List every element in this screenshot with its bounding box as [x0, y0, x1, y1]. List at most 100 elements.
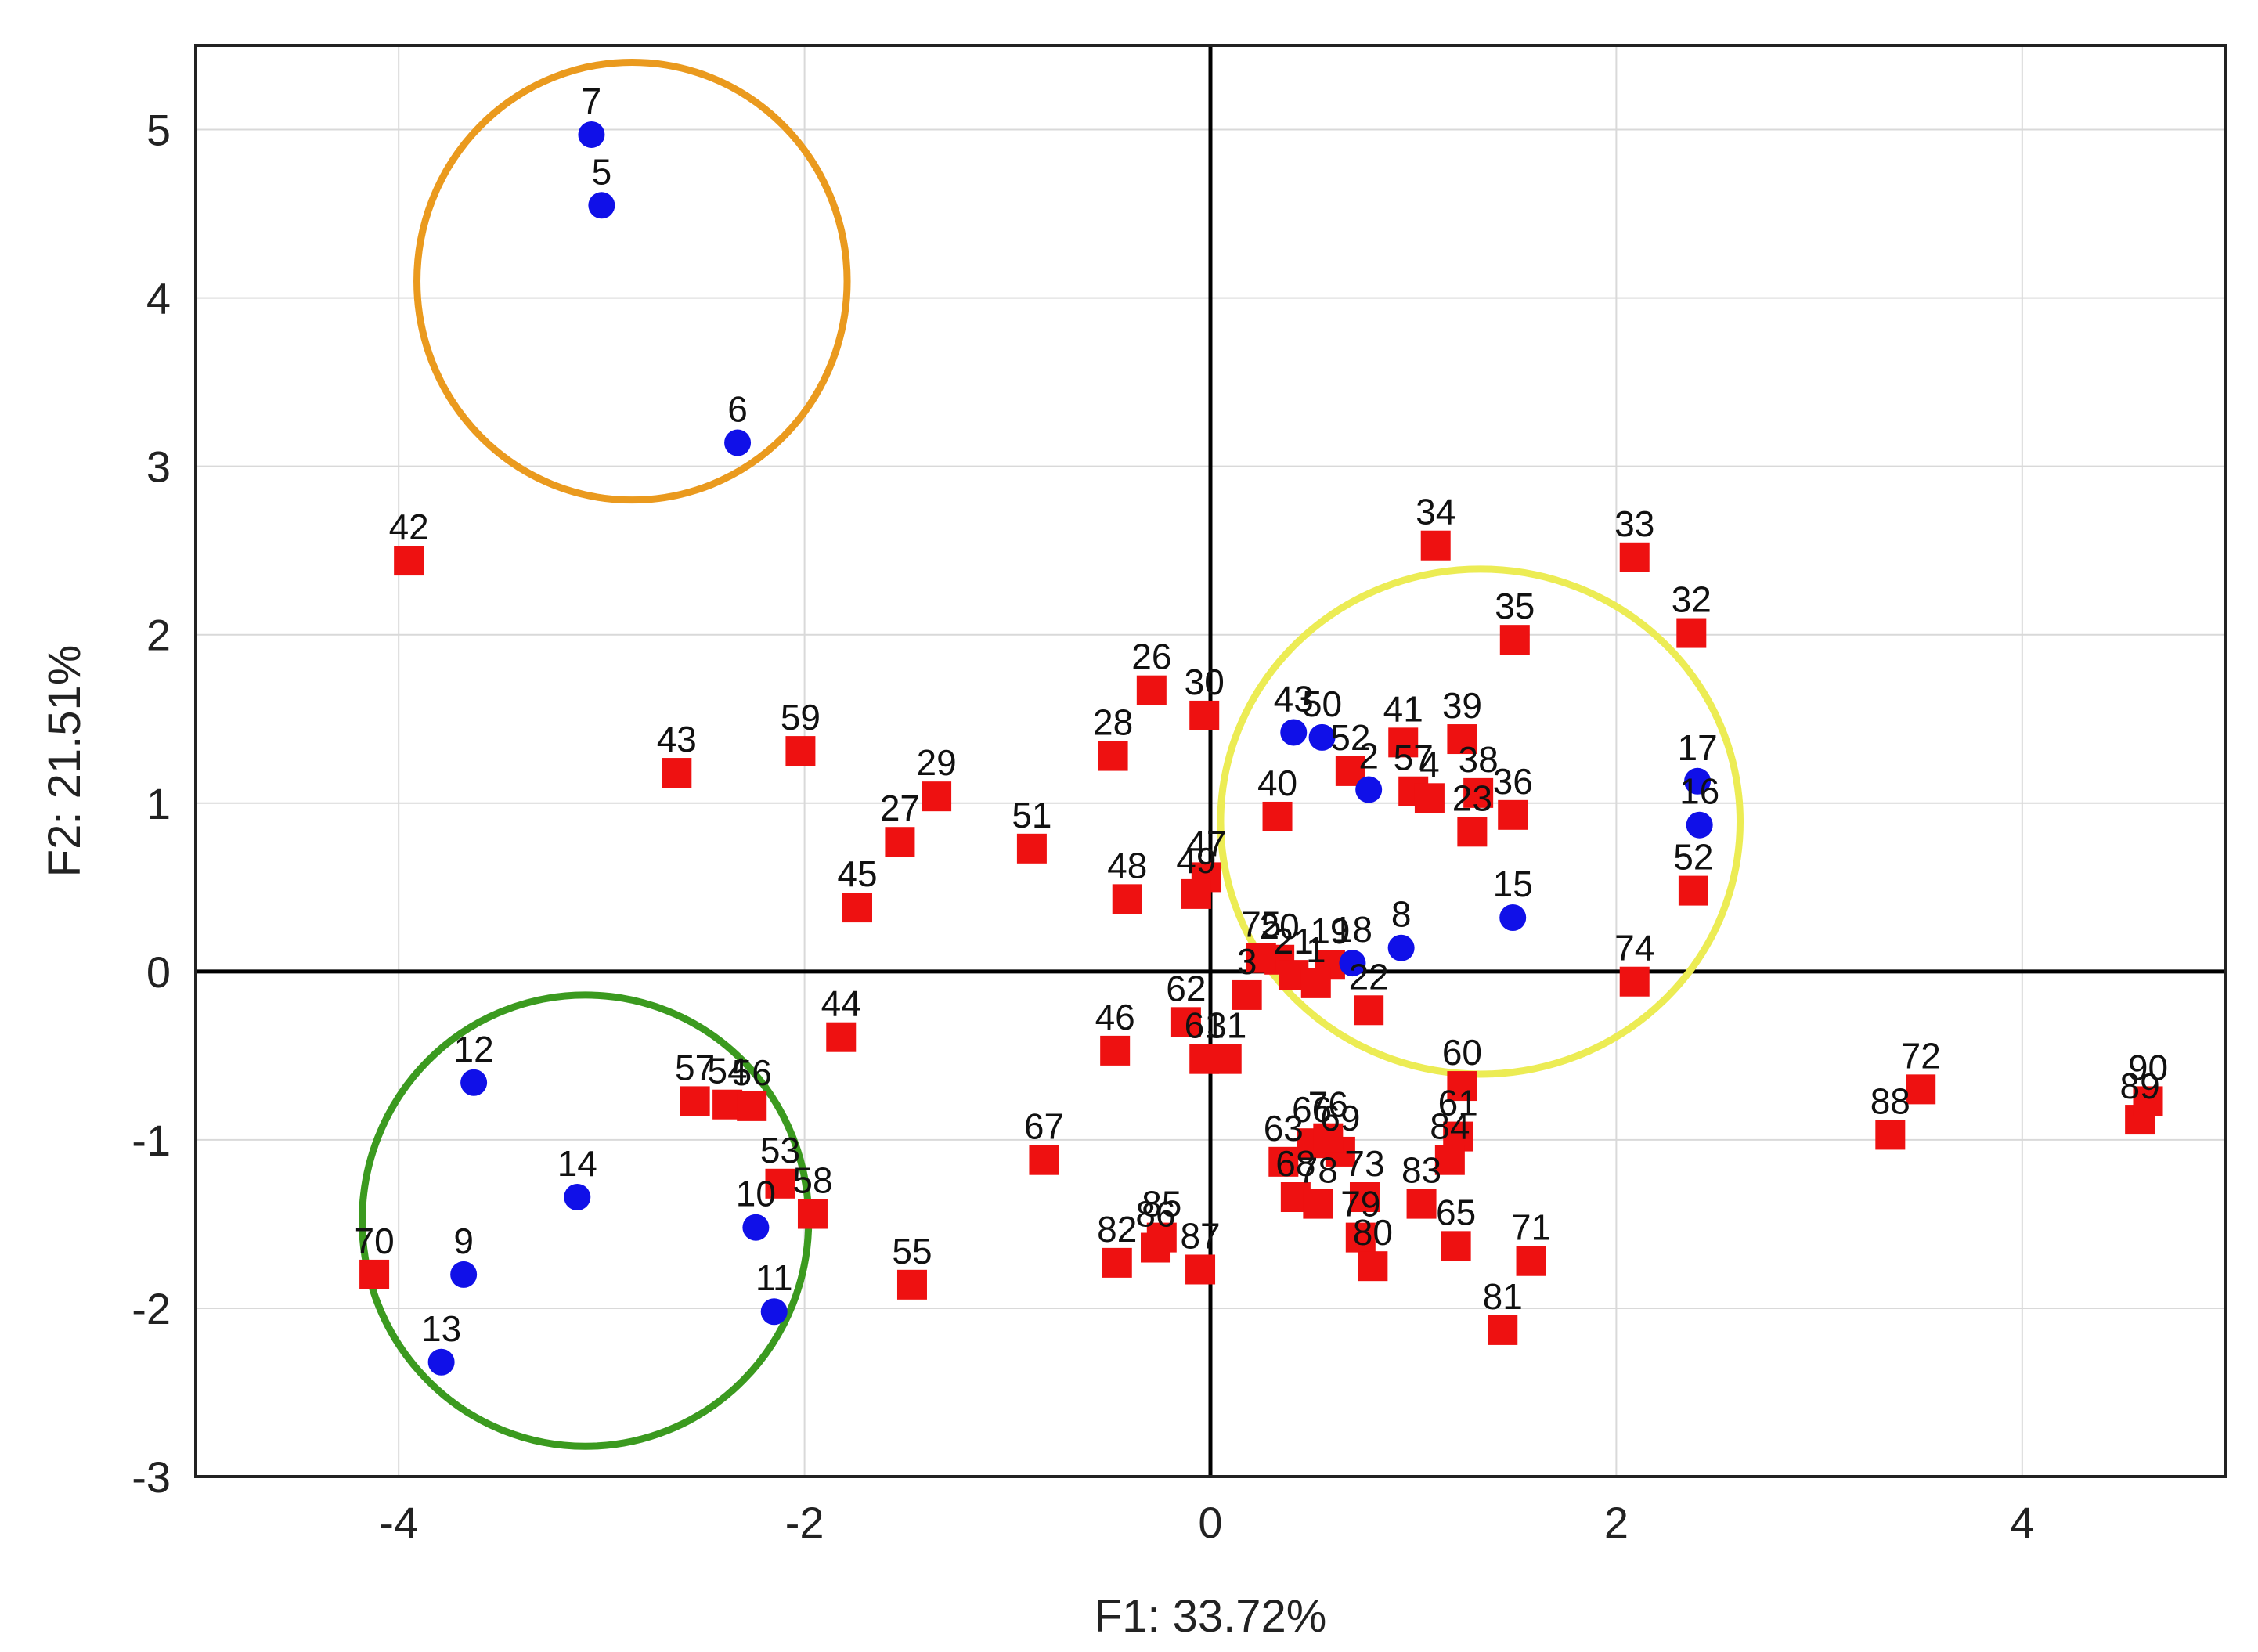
- point-label: 83: [1401, 1150, 1441, 1191]
- square-point: [1029, 1145, 1059, 1175]
- square-point: [1112, 884, 1142, 914]
- point-label: 20: [1260, 906, 1300, 947]
- circle-point: [1280, 719, 1308, 746]
- y-tick-label: 3: [146, 442, 171, 492]
- point-label: 3: [1237, 941, 1257, 982]
- square-point: [785, 736, 816, 766]
- x-tick-label: -4: [379, 1498, 418, 1547]
- point-label: 81: [1483, 1276, 1523, 1317]
- circle-point: [1684, 767, 1712, 795]
- point-label: 9: [453, 1221, 474, 1261]
- square-point: [1463, 777, 1494, 808]
- point-label: 76: [1308, 1084, 1348, 1125]
- point-label: 70: [355, 1221, 395, 1261]
- point-label: 87: [1180, 1215, 1220, 1256]
- x-tick-label: 2: [1604, 1498, 1629, 1547]
- point-label: 61: [1185, 1005, 1225, 1046]
- circle-point: [1686, 811, 1713, 839]
- point-label: 72: [1901, 1035, 1941, 1076]
- point-label: 88: [1870, 1080, 1910, 1121]
- square-point: [1170, 1007, 1201, 1037]
- x-axis-title: F1: 33.72%: [1095, 1591, 1327, 1642]
- square-point: [826, 1022, 857, 1052]
- square-point: [1313, 1123, 1344, 1153]
- y-tick-label: 2: [146, 611, 171, 660]
- point-label: 53: [760, 1130, 800, 1170]
- x-tick-label: 4: [2010, 1498, 2034, 1547]
- point-label: 13: [421, 1308, 461, 1349]
- square-point: [1300, 968, 1331, 998]
- y-tick-label: -1: [132, 1116, 171, 1165]
- point-label: 58: [792, 1160, 832, 1201]
- square-point: [1262, 801, 1293, 831]
- point-label: 74: [1614, 928, 1654, 968]
- square-point: [1136, 675, 1167, 705]
- point-label: 12: [454, 1029, 494, 1069]
- point-label: 36: [1493, 761, 1533, 802]
- point-label: 59: [781, 697, 821, 738]
- point-label: 15: [1493, 864, 1533, 904]
- square-point: [885, 827, 915, 857]
- square-series: [359, 530, 2163, 1345]
- point-label: 6: [727, 389, 748, 430]
- point-label: 27: [880, 788, 920, 828]
- square-point: [1619, 966, 1650, 997]
- plot-frame: [194, 44, 2227, 1478]
- point-label: 30: [1185, 662, 1225, 702]
- point-label: 63: [1264, 1108, 1304, 1149]
- point-label: 23: [1452, 777, 1492, 818]
- point-label: 90: [2128, 1047, 2168, 1088]
- point-label: 57: [675, 1047, 715, 1088]
- point-label: 86: [1135, 1194, 1175, 1235]
- point-label: 55: [892, 1231, 932, 1271]
- point-label: 75: [1241, 904, 1281, 945]
- square-point: [1434, 1145, 1465, 1175]
- square-point: [896, 1269, 927, 1300]
- square-point: [680, 1086, 710, 1116]
- point-label: 7: [582, 81, 602, 121]
- circle-point: [724, 429, 752, 456]
- circle-point: [460, 1069, 488, 1096]
- square-point: [1406, 1189, 1437, 1219]
- point-label: 17: [1677, 727, 1717, 768]
- square-point: [1441, 1231, 1471, 1261]
- point-label: 31: [1207, 1005, 1246, 1046]
- circle-point: [564, 1184, 591, 1211]
- square-point: [765, 1168, 795, 1199]
- y-tick-label: -2: [132, 1284, 171, 1333]
- point-label: 22: [1349, 956, 1389, 997]
- point-label: 34: [1416, 492, 1455, 532]
- square-point: [1499, 625, 1530, 655]
- square-point: [1414, 783, 1445, 813]
- point-label: 42: [389, 507, 429, 547]
- point-label: 69: [1320, 1098, 1360, 1138]
- square-point: [1619, 542, 1650, 572]
- point-label: 38: [1459, 739, 1499, 780]
- point-label: 85: [1142, 1184, 1181, 1225]
- point-label: 21: [1274, 921, 1314, 961]
- square-point: [1488, 1315, 1518, 1345]
- point-label: 48: [1107, 845, 1147, 886]
- circle-point: [1339, 950, 1366, 977]
- square-point: [1388, 727, 1419, 758]
- square-point: [1349, 1182, 1380, 1213]
- point-label: 18: [1333, 909, 1372, 950]
- point-label: 11: [756, 1257, 793, 1298]
- point-label: 1: [1306, 929, 1326, 970]
- x-tick-label: 0: [1198, 1498, 1222, 1547]
- square-point: [1016, 833, 1047, 864]
- y-tick-label: 5: [146, 106, 171, 155]
- point-label: 65: [1436, 1192, 1476, 1232]
- point-label: 43: [1274, 678, 1314, 719]
- point-label: 19: [1310, 911, 1350, 951]
- point-label: 26: [1131, 637, 1171, 677]
- y-axis-title: F2: 21.51%: [39, 645, 90, 878]
- point-label: 29: [916, 742, 956, 783]
- point-label: 45: [837, 853, 877, 894]
- point-label: 2: [1358, 736, 1379, 777]
- point-label: 8: [1391, 894, 1412, 935]
- circle-point: [1355, 776, 1383, 803]
